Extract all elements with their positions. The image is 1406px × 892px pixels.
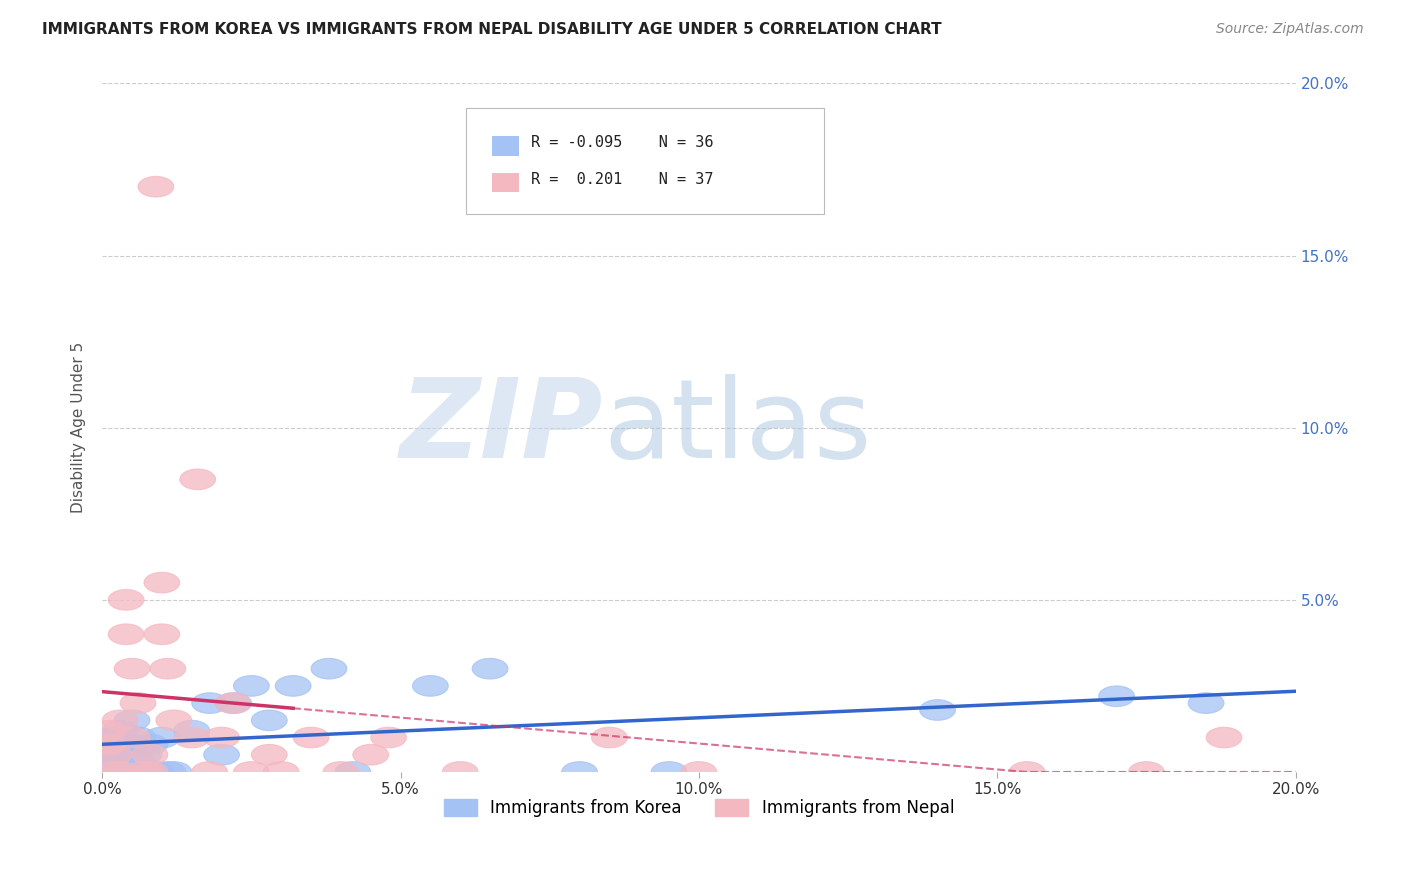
Ellipse shape <box>103 762 138 782</box>
Text: ZIP: ZIP <box>399 375 603 481</box>
Ellipse shape <box>132 745 167 765</box>
Ellipse shape <box>651 762 688 782</box>
Ellipse shape <box>191 693 228 714</box>
Ellipse shape <box>920 699 956 721</box>
Ellipse shape <box>156 710 191 731</box>
Ellipse shape <box>96 745 132 765</box>
Ellipse shape <box>150 658 186 679</box>
Ellipse shape <box>150 762 186 782</box>
FancyBboxPatch shape <box>492 136 519 156</box>
Ellipse shape <box>335 762 371 782</box>
Ellipse shape <box>233 762 270 782</box>
FancyBboxPatch shape <box>467 108 824 214</box>
Ellipse shape <box>311 658 347 679</box>
Ellipse shape <box>1188 693 1225 714</box>
Ellipse shape <box>114 710 150 731</box>
Ellipse shape <box>90 745 127 765</box>
Ellipse shape <box>143 727 180 747</box>
Text: R =  0.201    N = 37: R = 0.201 N = 37 <box>530 172 713 187</box>
Ellipse shape <box>353 745 388 765</box>
Ellipse shape <box>120 727 156 747</box>
Ellipse shape <box>1129 762 1164 782</box>
Ellipse shape <box>294 727 329 747</box>
Ellipse shape <box>276 675 311 697</box>
Ellipse shape <box>412 675 449 697</box>
Ellipse shape <box>371 727 406 747</box>
Ellipse shape <box>1206 727 1241 747</box>
Ellipse shape <box>174 727 209 747</box>
Ellipse shape <box>472 658 508 679</box>
Ellipse shape <box>174 721 209 741</box>
Ellipse shape <box>681 762 717 782</box>
Ellipse shape <box>191 762 228 782</box>
Ellipse shape <box>114 734 150 755</box>
Ellipse shape <box>252 710 287 731</box>
Text: R = -0.095    N = 36: R = -0.095 N = 36 <box>530 136 713 150</box>
Ellipse shape <box>215 693 252 714</box>
Ellipse shape <box>132 734 167 755</box>
Ellipse shape <box>1010 762 1045 782</box>
Text: IMMIGRANTS FROM KOREA VS IMMIGRANTS FROM NEPAL DISABILITY AGE UNDER 5 CORRELATIO: IMMIGRANTS FROM KOREA VS IMMIGRANTS FROM… <box>42 22 942 37</box>
Ellipse shape <box>323 762 359 782</box>
Ellipse shape <box>263 762 299 782</box>
Ellipse shape <box>114 658 150 679</box>
Ellipse shape <box>120 693 156 714</box>
Ellipse shape <box>120 751 156 772</box>
Ellipse shape <box>204 745 239 765</box>
Ellipse shape <box>215 693 252 714</box>
Ellipse shape <box>103 745 138 765</box>
Ellipse shape <box>108 590 143 610</box>
Ellipse shape <box>1098 686 1135 706</box>
Legend: Immigrants from Korea, Immigrants from Nepal: Immigrants from Korea, Immigrants from N… <box>437 792 960 823</box>
Ellipse shape <box>103 710 138 731</box>
Ellipse shape <box>114 727 150 747</box>
Ellipse shape <box>138 177 174 197</box>
Ellipse shape <box>561 762 598 782</box>
Ellipse shape <box>233 675 270 697</box>
Ellipse shape <box>103 762 138 782</box>
Ellipse shape <box>96 751 132 772</box>
Text: atlas: atlas <box>603 375 872 481</box>
Ellipse shape <box>143 573 180 593</box>
Ellipse shape <box>96 727 132 747</box>
Ellipse shape <box>204 727 239 747</box>
Ellipse shape <box>108 624 143 645</box>
Ellipse shape <box>96 762 132 782</box>
Ellipse shape <box>180 469 215 490</box>
Ellipse shape <box>90 734 127 755</box>
Ellipse shape <box>114 762 150 782</box>
Ellipse shape <box>138 762 174 782</box>
Text: Source: ZipAtlas.com: Source: ZipAtlas.com <box>1216 22 1364 37</box>
Ellipse shape <box>108 734 143 755</box>
FancyBboxPatch shape <box>492 172 519 193</box>
Ellipse shape <box>90 734 127 755</box>
Ellipse shape <box>592 727 627 747</box>
Y-axis label: Disability Age Under 5: Disability Age Under 5 <box>72 342 86 513</box>
Ellipse shape <box>443 762 478 782</box>
Ellipse shape <box>127 745 162 765</box>
Ellipse shape <box>90 721 127 741</box>
Ellipse shape <box>252 745 287 765</box>
Ellipse shape <box>108 762 143 782</box>
Ellipse shape <box>156 762 191 782</box>
Ellipse shape <box>143 624 180 645</box>
Ellipse shape <box>103 721 138 741</box>
Ellipse shape <box>132 762 167 782</box>
Ellipse shape <box>127 762 162 782</box>
